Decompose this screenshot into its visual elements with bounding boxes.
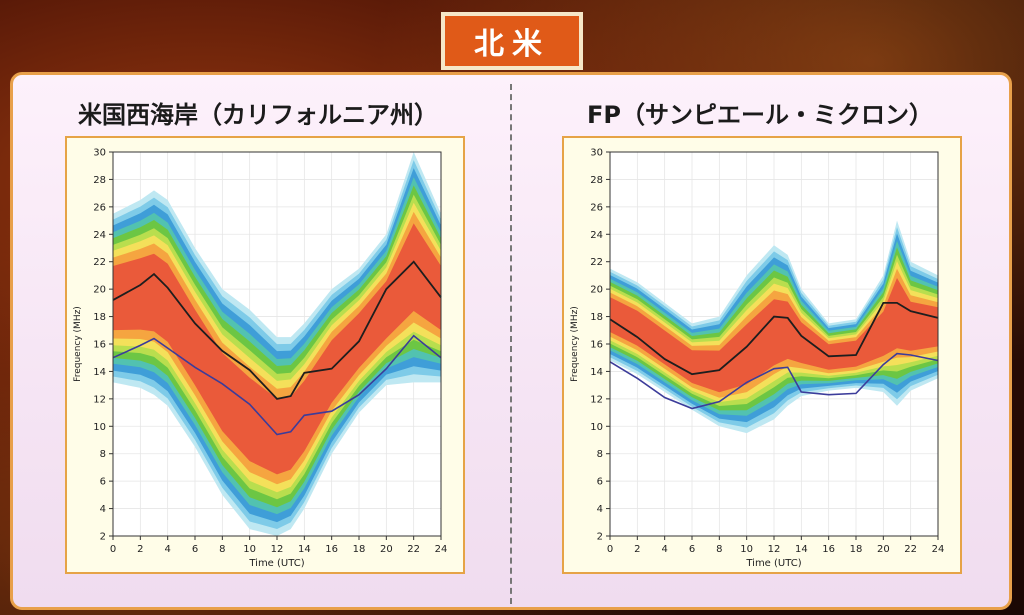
right-chart-frame: 0 2 4 6 8 10 12 14 16 18 20 22 24 2 4 6 8 10 12 14 16 18 20 22 2… bbox=[562, 136, 962, 574]
left-x-tick-label: 18 bbox=[353, 544, 366, 555]
right-y-tick-label: 22 bbox=[590, 257, 603, 268]
left-x-tick-label: 8 bbox=[219, 544, 225, 555]
right-y-tick-label: 24 bbox=[590, 230, 603, 241]
right-y-tick-label: 14 bbox=[590, 367, 603, 378]
right-y-tick-label: 26 bbox=[590, 202, 603, 213]
right-y-tick-label: 8 bbox=[597, 449, 603, 460]
right-y-tick-label: 20 bbox=[590, 285, 603, 296]
right-chart-title: FP（サンピエール・ミクロン） bbox=[587, 101, 933, 129]
left-y-tick-label: 12 bbox=[93, 394, 106, 405]
right-blue-line bbox=[609, 352, 939, 410]
left-y-tick-label: 22 bbox=[93, 257, 106, 268]
left-chart: 0 2 4 6 8 10 12 14 16 18 20 22 242468101214161820222… bbox=[73, 148, 448, 570]
left-x-tick-label: 0 bbox=[110, 544, 116, 555]
left-x-tick-label: 2 bbox=[137, 544, 143, 555]
left-x-tick-label: 20 bbox=[380, 544, 393, 555]
left-x-tick-label: 24 bbox=[435, 544, 448, 555]
left-black-line bbox=[112, 260, 442, 400]
left-band-8 bbox=[113, 223, 441, 475]
left-x-tick-label: 10 bbox=[243, 544, 256, 555]
left-y-tick-label: 6 bbox=[100, 477, 106, 488]
left-y-tick-label: 16 bbox=[93, 340, 106, 351]
right-band-8 bbox=[610, 278, 938, 393]
left-blue-line bbox=[112, 334, 442, 436]
right-x-tick-label: 2 bbox=[634, 544, 640, 555]
left-y-tick-label: 8 bbox=[100, 449, 106, 460]
left-y-tick-label: 20 bbox=[93, 285, 106, 296]
right-y-tick-label: 10 bbox=[590, 422, 603, 433]
right-y-tick-label: 12 bbox=[590, 394, 603, 405]
left-x-tick-label: 4 bbox=[164, 544, 170, 555]
right-y-tick-label: 28 bbox=[590, 175, 603, 186]
right-y-tick-label: 16 bbox=[590, 340, 603, 351]
right-x-tick-label: 0 bbox=[607, 544, 613, 555]
left-y-tick-label: 24 bbox=[93, 230, 106, 241]
left-band-1 bbox=[113, 160, 441, 529]
left-x-tick-label: 6 bbox=[192, 544, 198, 555]
right-x-tick-label: 4 bbox=[661, 544, 667, 555]
right-x-tick-label: 22 bbox=[904, 544, 917, 555]
left-band-0 bbox=[113, 152, 441, 536]
left-y-tick-label: 2 bbox=[100, 532, 106, 543]
right-x-tick-label: 16 bbox=[822, 544, 835, 555]
right-x-tick-label: 12 bbox=[768, 544, 781, 555]
right-x-tick-label: 8 bbox=[716, 544, 722, 555]
right-y-tick-label: 4 bbox=[597, 504, 603, 515]
left-x-tick-label: 16 bbox=[325, 544, 338, 555]
left-y-tick-label: 14 bbox=[93, 367, 106, 378]
left-x-tick-label: 12 bbox=[271, 544, 284, 555]
right-x-tick-label: 18 bbox=[850, 544, 863, 555]
panel-divider bbox=[510, 84, 512, 604]
left-y-tick-label: 30 bbox=[93, 148, 106, 159]
right-x-axis-label: Time (UTC) bbox=[745, 558, 801, 569]
left-chart-title: 米国西海岸（カリフォルニア州） bbox=[78, 101, 438, 129]
right-y-tick-label: 6 bbox=[597, 477, 603, 488]
left-x-tick-label: 22 bbox=[407, 544, 420, 555]
right-y-tick-label: 2 bbox=[597, 532, 603, 543]
right-x-tick-label: 10 bbox=[740, 544, 753, 555]
right-y-tick-label: 30 bbox=[590, 148, 603, 159]
left-y-tick-label: 26 bbox=[93, 202, 106, 213]
right-chart: 0 2 4 6 8 10 12 14 16 18 20 22 242468101214161820222… bbox=[570, 148, 945, 570]
right-x-tick-label: 24 bbox=[932, 544, 945, 555]
right-x-tick-label: 6 bbox=[689, 544, 695, 555]
right-y-tick-label: 18 bbox=[590, 312, 603, 323]
left-y-tick-label: 4 bbox=[100, 504, 106, 515]
left-x-axis-label: Time (UTC) bbox=[248, 558, 304, 569]
right-x-tick-label: 20 bbox=[877, 544, 890, 555]
region-label: 北米 bbox=[441, 12, 583, 70]
right-x-tick-label: 14 bbox=[795, 544, 808, 555]
right-black-line bbox=[609, 301, 939, 376]
left-y-axis-label: Frequency (MHz) bbox=[73, 306, 83, 382]
left-y-tick-label: 10 bbox=[93, 422, 106, 433]
left-x-tick-label: 14 bbox=[298, 544, 311, 555]
right-y-axis-label: Frequency (MHz) bbox=[570, 306, 580, 382]
left-y-tick-label: 18 bbox=[93, 312, 106, 323]
left-y-tick-label: 28 bbox=[93, 175, 106, 186]
left-chart-frame: 0 2 4 6 8 10 12 14 16 18 20 22 24 2 4 6 8 10 12 14 16 18 20 22 2… bbox=[65, 136, 465, 574]
